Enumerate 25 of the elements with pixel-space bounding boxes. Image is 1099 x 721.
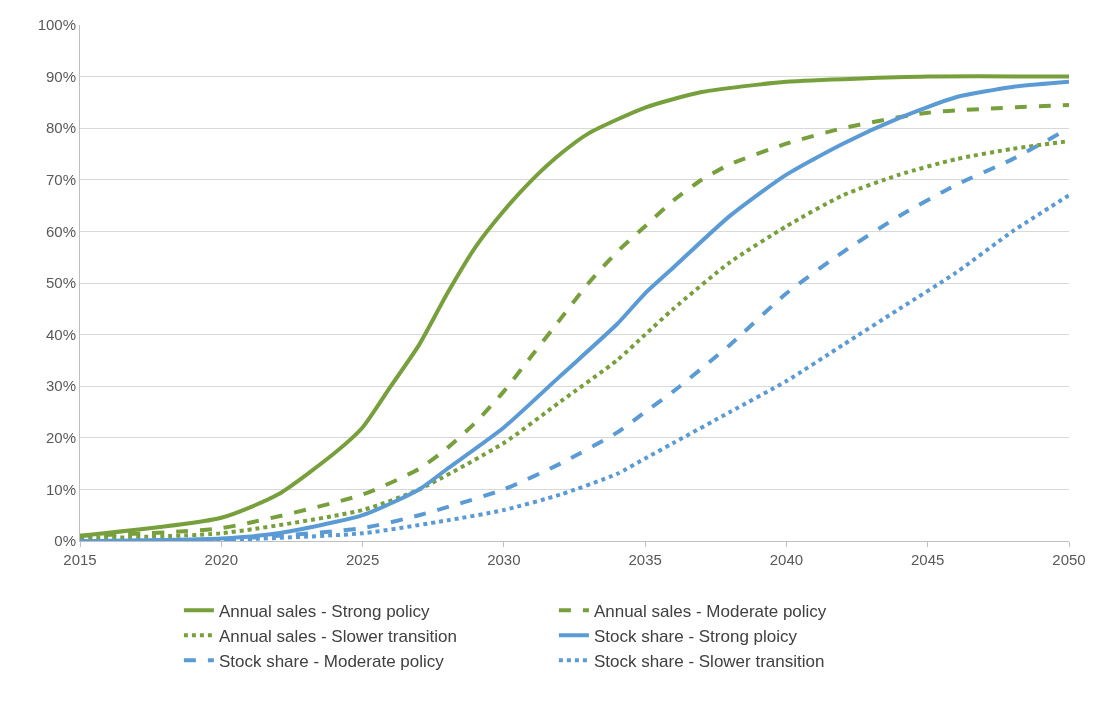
y-tick-label: 20% [45, 429, 76, 447]
x-tick-label: 2045 [911, 551, 945, 568]
y-tick-label: 70% [45, 171, 76, 189]
legend-label: Annual sales - Slower transition [218, 626, 458, 646]
legend-label: Stock share - Strong ploicy [593, 626, 798, 646]
legend-label: Stock share - Moderate policy [218, 651, 445, 671]
x-tick-label: 2050 [1052, 551, 1086, 568]
y-tick-label: 0% [54, 532, 76, 550]
legend-label: Annual sales - Moderate policy [593, 601, 827, 621]
x-tick-label: 2040 [769, 551, 804, 568]
y-tick-label: 30% [45, 377, 76, 395]
y-tick-label: 50% [45, 274, 76, 292]
y-tick-label: 40% [45, 325, 76, 343]
x-tick-label: 2015 [63, 551, 97, 568]
y-tick-label: 10% [45, 480, 76, 498]
x-tick-label: 2030 [487, 551, 521, 568]
x-tick-label: 2025 [345, 551, 380, 568]
x-tick-label: 2020 [204, 551, 238, 568]
y-tick-label: 60% [45, 222, 76, 240]
legend-label: Stock share - Slower transition [593, 651, 825, 671]
y-tick-label: 90% [45, 67, 76, 85]
legend-label: Annual sales - Strong policy [218, 601, 431, 621]
y-tick-label: 80% [45, 119, 76, 137]
y-tick-label: 100% [37, 16, 76, 34]
x-tick-label: 2035 [628, 551, 662, 568]
